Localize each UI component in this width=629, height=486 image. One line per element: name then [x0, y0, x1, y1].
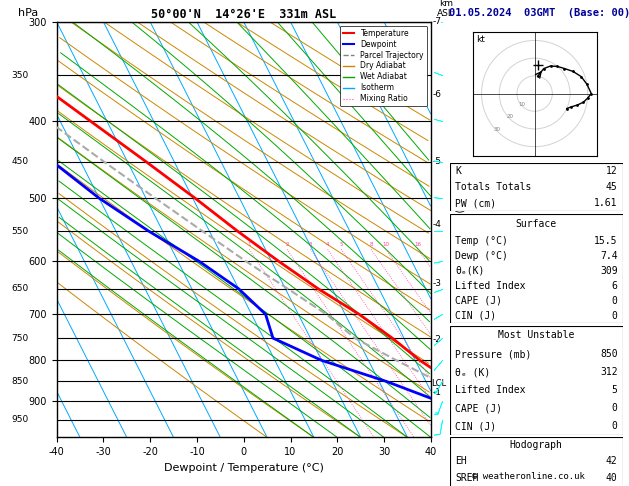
Text: 42: 42 — [606, 456, 618, 466]
Text: Temp (°C): Temp (°C) — [455, 236, 508, 246]
Text: EH: EH — [455, 456, 467, 466]
Legend: Temperature, Dewpoint, Parcel Trajectory, Dry Adiabat, Wet Adiabat, Isotherm, Mi: Temperature, Dewpoint, Parcel Trajectory… — [340, 26, 427, 106]
FancyBboxPatch shape — [450, 214, 623, 323]
FancyBboxPatch shape — [450, 163, 623, 211]
Title: 50°00'N  14°26'E  331m ASL: 50°00'N 14°26'E 331m ASL — [151, 8, 337, 21]
Text: Mixing Ratio (g/kg): Mixing Ratio (g/kg) — [456, 184, 466, 276]
FancyBboxPatch shape — [450, 326, 623, 435]
Text: -1: -1 — [433, 388, 442, 397]
Text: hPa: hPa — [18, 8, 38, 17]
Text: Totals Totals: Totals Totals — [455, 182, 532, 192]
Text: 750: 750 — [11, 333, 28, 343]
Text: θₑ(K): θₑ(K) — [455, 266, 484, 276]
Text: 850: 850 — [600, 349, 618, 359]
Text: LCL: LCL — [431, 379, 447, 388]
Text: 312: 312 — [600, 367, 618, 377]
Text: Pressure (mb): Pressure (mb) — [455, 349, 532, 359]
Text: 3: 3 — [309, 243, 312, 247]
Text: 950: 950 — [11, 415, 28, 424]
Text: 10: 10 — [519, 102, 526, 107]
Text: 0: 0 — [611, 311, 618, 321]
Text: 2: 2 — [286, 243, 289, 247]
FancyBboxPatch shape — [450, 437, 623, 486]
Text: 0: 0 — [611, 403, 618, 413]
Text: 309: 309 — [600, 266, 618, 276]
Text: 01.05.2024  03GMT  (Base: 00): 01.05.2024 03GMT (Base: 00) — [448, 8, 629, 18]
Text: kt: kt — [476, 35, 486, 44]
Text: SREH: SREH — [455, 473, 479, 483]
Text: Most Unstable: Most Unstable — [498, 330, 574, 341]
Text: Dewp (°C): Dewp (°C) — [455, 251, 508, 261]
Text: Surface: Surface — [516, 219, 557, 229]
Text: 20: 20 — [506, 114, 513, 120]
Text: 8: 8 — [369, 243, 373, 247]
Text: 550: 550 — [11, 226, 28, 236]
Text: -5: -5 — [433, 157, 442, 166]
Text: θₑ (K): θₑ (K) — [455, 367, 490, 377]
Text: 650: 650 — [11, 284, 28, 293]
Text: CIN (J): CIN (J) — [455, 421, 496, 431]
Text: 0: 0 — [611, 421, 618, 431]
X-axis label: Dewpoint / Temperature (°C): Dewpoint / Temperature (°C) — [164, 463, 324, 473]
Text: 5: 5 — [340, 243, 343, 247]
Text: 30: 30 — [494, 127, 501, 132]
Text: 4: 4 — [326, 243, 330, 247]
Text: -3: -3 — [433, 279, 442, 288]
Text: 350: 350 — [11, 70, 28, 80]
Text: 1.61: 1.61 — [594, 198, 618, 208]
Text: 15.5: 15.5 — [594, 236, 618, 246]
Text: 16: 16 — [415, 243, 421, 247]
Text: 5: 5 — [611, 385, 618, 395]
Text: CIN (J): CIN (J) — [455, 311, 496, 321]
Text: Hodograph: Hodograph — [509, 440, 563, 450]
Text: 450: 450 — [11, 157, 28, 166]
Text: 1: 1 — [248, 243, 251, 247]
Text: 7.4: 7.4 — [600, 251, 618, 261]
Text: CAPE (J): CAPE (J) — [455, 296, 502, 306]
Text: Lifted Index: Lifted Index — [455, 385, 525, 395]
Text: -4: -4 — [433, 220, 442, 229]
Text: -7: -7 — [433, 17, 442, 26]
Text: km
ASL: km ASL — [437, 0, 454, 17]
Text: © weatheronline.co.uk: © weatheronline.co.uk — [472, 472, 585, 481]
Text: 45: 45 — [606, 182, 618, 192]
Text: -6: -6 — [433, 90, 442, 99]
Text: 12: 12 — [606, 166, 618, 176]
Text: 850: 850 — [11, 377, 28, 386]
Text: PW (cm): PW (cm) — [455, 198, 496, 208]
Text: -2: -2 — [433, 334, 442, 344]
Text: K: K — [455, 166, 461, 176]
Text: Lifted Index: Lifted Index — [455, 281, 525, 291]
Text: 6: 6 — [611, 281, 618, 291]
Text: 0: 0 — [611, 296, 618, 306]
Text: 40: 40 — [606, 473, 618, 483]
Text: 10: 10 — [382, 243, 389, 247]
Text: CAPE (J): CAPE (J) — [455, 403, 502, 413]
